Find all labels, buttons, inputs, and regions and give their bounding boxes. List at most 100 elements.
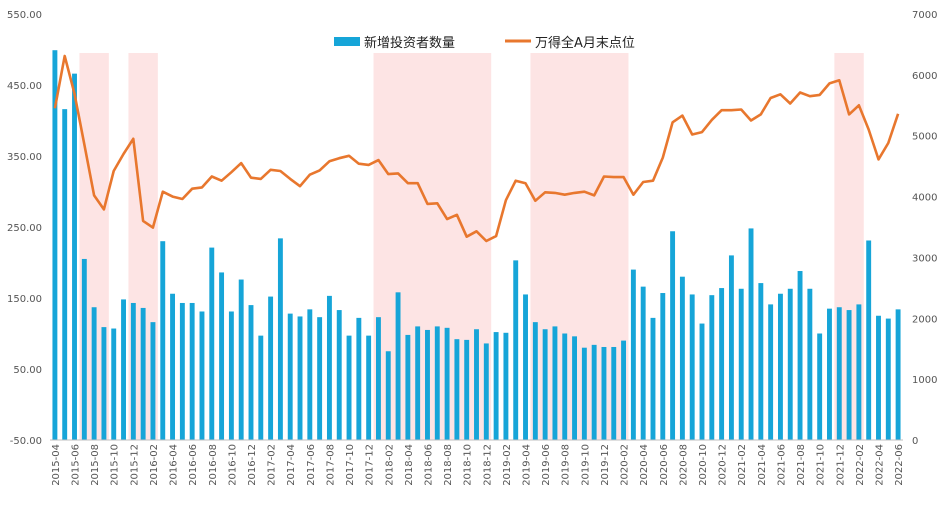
bar	[346, 335, 352, 440]
bar	[630, 269, 636, 440]
bar	[307, 309, 313, 440]
x-axis-tick-label: 2018-04	[404, 444, 415, 486]
bar	[552, 326, 558, 440]
bar	[601, 346, 607, 440]
bar	[876, 315, 881, 440]
left-axis-tick-label: 550.00	[7, 10, 42, 21]
bar	[130, 302, 136, 440]
x-axis-tick-label: 2017-04	[286, 444, 297, 486]
x-axis-tick-label: 2015-10	[110, 444, 121, 486]
bar	[689, 294, 695, 440]
x-axis-tick-label: 2019-04	[522, 444, 533, 486]
series-line	[53, 54, 900, 243]
bar	[170, 293, 176, 440]
x-axis-tick-label: 2021-04	[757, 444, 768, 486]
bar	[160, 241, 166, 440]
shaded-regions	[79, 53, 864, 440]
bar	[483, 343, 489, 440]
bar	[444, 327, 450, 440]
bar	[189, 302, 195, 440]
bar	[179, 302, 185, 440]
bar	[228, 311, 234, 440]
bar	[425, 329, 430, 440]
bar	[277, 238, 283, 440]
bar	[719, 288, 725, 440]
bar	[856, 304, 862, 440]
bar	[297, 316, 303, 440]
x-axis-tick-label: 2016-10	[227, 444, 238, 486]
bar	[121, 299, 126, 440]
left-axis-tick-label: 350.00	[7, 152, 42, 163]
x-axis-tick-label: 2021-12	[835, 444, 846, 486]
bar	[562, 333, 568, 440]
x-axis-tick-label: 2018-02	[384, 444, 395, 486]
bar	[395, 292, 401, 440]
bar	[797, 271, 803, 440]
x-axis-tick-label: 2022-04	[874, 444, 885, 486]
x-axis-tick-label: 2017-12	[365, 444, 376, 486]
bar	[503, 332, 509, 440]
x-axis-tick-label: 2022-06	[894, 444, 905, 486]
bar	[895, 309, 901, 440]
bar	[415, 326, 421, 440]
x-axis-tick-label: 2018-06	[423, 444, 434, 486]
line-series	[53, 54, 900, 243]
x-axis-tick-label: 2019-02	[502, 444, 513, 486]
left-axis-tick-label: 150.00	[7, 294, 42, 305]
legend: 新增投资者数量 万得全A月末点位	[334, 35, 635, 51]
bar	[885, 318, 891, 440]
right-axis-tick-label: 5000	[912, 132, 937, 143]
x-axis-tick-label: 2020-12	[718, 444, 729, 486]
bar	[728, 255, 734, 440]
bar	[817, 333, 823, 440]
bar	[523, 294, 528, 440]
x-axis-tick-label: 2020-10	[698, 444, 709, 486]
x-axis-tick-label: 2020-08	[678, 444, 689, 486]
x-axis-tick-label: 2019-08	[561, 444, 572, 486]
left-axis-tick-label: 50.00	[13, 365, 42, 376]
bar	[434, 326, 440, 440]
right-axis-tick-label: 1000	[912, 375, 937, 386]
bar	[287, 313, 293, 440]
x-axis-tick-label: 2016-08	[208, 444, 219, 486]
x-axis-tick-label: 2018-08	[443, 444, 454, 486]
right-axis-tick-label: 2000	[912, 314, 937, 325]
x-axis-tick-label: 2020-04	[639, 444, 650, 486]
bar	[748, 228, 754, 440]
right-axis-tick-label: 4000	[912, 193, 937, 204]
x-axis-tick-label: 2015-08	[90, 444, 101, 486]
bar	[268, 296, 274, 440]
x-axis-tick-label: 2021-02	[737, 444, 748, 486]
bar	[650, 317, 656, 440]
bar	[532, 322, 538, 440]
bar	[248, 305, 254, 440]
bar	[81, 258, 87, 440]
bar	[787, 288, 793, 440]
legend-bar-label: 新增投资者数量	[364, 35, 455, 51]
right-axis-tick-label: 0	[912, 436, 918, 447]
bar	[326, 295, 332, 440]
bar	[513, 260, 519, 440]
bar	[111, 328, 117, 440]
bar-series	[52, 50, 901, 441]
x-axis-tick-label: 2021-08	[796, 444, 807, 486]
bar	[827, 308, 832, 440]
x-axis-tick-label: 2019-12	[600, 444, 611, 486]
bar	[72, 73, 77, 440]
bar	[738, 288, 744, 440]
bar	[758, 283, 764, 440]
bar	[474, 329, 479, 440]
bar	[777, 293, 783, 440]
bar	[709, 295, 715, 440]
x-axis-tick-label: 2015-12	[129, 444, 140, 486]
bar	[366, 335, 372, 440]
bar	[679, 276, 685, 440]
bar	[846, 310, 852, 440]
bar	[199, 311, 205, 440]
x-axis-tick-label: 2016-04	[169, 444, 180, 486]
bar	[385, 351, 391, 440]
bar	[621, 340, 627, 440]
x-axis-tick-label: 2017-06	[306, 444, 317, 486]
